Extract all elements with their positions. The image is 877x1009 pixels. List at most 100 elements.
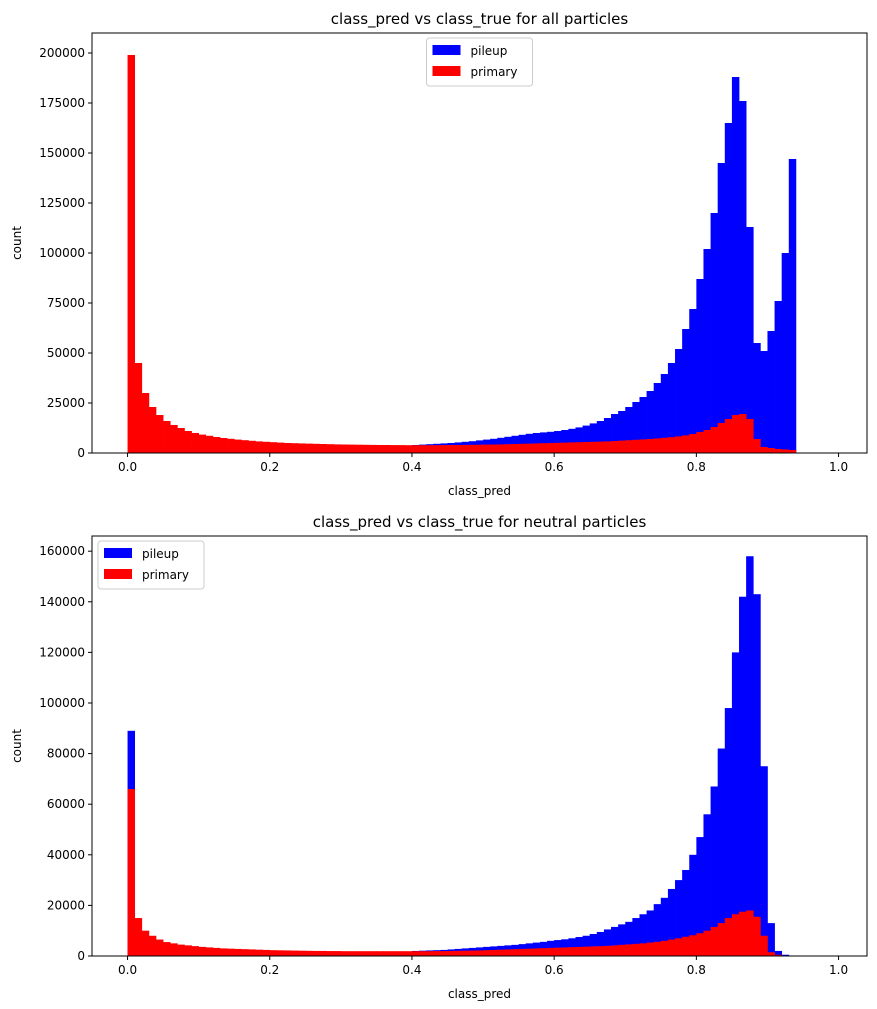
primary-bar (703, 430, 711, 453)
legend-label-pileup: pileup (142, 547, 179, 561)
pileup-bar (667, 363, 676, 453)
primary-bar (710, 427, 719, 453)
series-primary (127, 55, 797, 453)
primary-bar (397, 951, 406, 956)
primary-bar (319, 950, 327, 956)
primary-bar (411, 445, 420, 453)
primary-bar (596, 946, 605, 956)
primary-bar (191, 946, 199, 956)
pileup-bar (554, 431, 562, 453)
primary-bar (426, 951, 434, 956)
primary-bar (603, 441, 612, 453)
primary-bar (219, 948, 228, 956)
y-tick-label: 0 (77, 949, 85, 963)
primary-bar (276, 950, 285, 956)
pileup-bar (639, 397, 647, 453)
legend-swatch-primary (104, 569, 132, 579)
pileup-bar (753, 594, 761, 956)
primary-bar (255, 441, 263, 453)
primary-bar (454, 950, 463, 956)
legend-label-pileup: pileup (471, 44, 508, 58)
primary-bar (774, 449, 783, 453)
primary-bar (703, 930, 711, 956)
primary-bar (191, 433, 199, 453)
pileup-bar (575, 937, 583, 956)
primary-bar (632, 439, 640, 453)
legend-label-primary: primary (471, 65, 518, 79)
primary-bar (262, 441, 271, 453)
y-tick-label: 40000 (47, 848, 85, 862)
primary-bar (675, 938, 683, 956)
primary-bar (305, 950, 313, 956)
primary-bar (262, 949, 271, 956)
pileup-bar (547, 431, 555, 453)
pileup-bar (774, 950, 783, 956)
primary-bar (504, 444, 512, 453)
pileup-bar (589, 933, 598, 956)
pileup-bar (603, 418, 612, 453)
pileup-bar (760, 351, 768, 453)
pileup-bar (675, 349, 683, 453)
primary-bar (660, 437, 669, 453)
primary-bar (205, 435, 214, 453)
y-tick-label: 150000 (39, 146, 85, 160)
primary-bar (532, 948, 541, 956)
primary-bar (440, 951, 448, 956)
primary-bar (326, 444, 335, 453)
chart-neutral-particles: 0.0 0.2 0.4 0.6 0.8 1.0 0 20000 40000 60000 80000 1… (10, 513, 868, 1001)
primary-bar (433, 951, 441, 956)
x-tick-label: 0.8 (687, 963, 706, 977)
primary-bar (219, 438, 228, 453)
primary-bar (298, 443, 306, 453)
primary-bar (539, 948, 548, 956)
pileup-bar (717, 748, 726, 956)
primary-bar (411, 951, 420, 956)
primary-bar (376, 951, 384, 956)
y-tick-label: 160000 (39, 544, 85, 558)
primary-bar (653, 941, 662, 956)
y-tick-label: 175000 (39, 96, 85, 110)
primary-bar (554, 442, 562, 453)
primary-bar (276, 442, 285, 453)
pileup-bar (710, 786, 719, 956)
primary-bar (682, 435, 690, 453)
pileup-bar (724, 708, 733, 956)
pileup-bar (632, 918, 640, 956)
pileup-bar (603, 929, 612, 956)
primary-bar (312, 950, 320, 956)
primary-bar (241, 440, 249, 453)
primary-bar (497, 949, 505, 956)
pileup-bar (561, 430, 569, 453)
primary-bar (170, 943, 178, 956)
primary-bar (603, 945, 612, 956)
primary-bar (547, 443, 555, 453)
pileup-bar (618, 411, 626, 453)
pileup-bar (710, 213, 719, 453)
primary-bar (269, 950, 278, 956)
primary-bar (731, 415, 740, 453)
primary-bar (134, 363, 143, 453)
primary-bar (475, 950, 484, 956)
primary-bar (134, 918, 143, 956)
pileup-bar (596, 421, 605, 453)
pileup-bar (731, 652, 740, 956)
primary-bar (518, 443, 527, 453)
y-tick-label: 120000 (39, 645, 85, 659)
pileup-bar (653, 904, 662, 956)
pileup-bar (717, 163, 726, 453)
primary-bar (475, 444, 484, 453)
y-tick-label: 60000 (47, 797, 85, 811)
pileup-bar (696, 837, 704, 956)
primary-bar (141, 930, 150, 956)
primary-bar (497, 444, 505, 453)
primary-bar (682, 936, 690, 956)
y-axis-label: count (10, 729, 24, 763)
primary-bar (689, 935, 697, 956)
y-tick-label: 0 (77, 446, 85, 460)
y-tick-label: 140000 (39, 595, 85, 609)
primary-bar (390, 445, 399, 453)
primary-bar (454, 445, 463, 453)
primary-bar (305, 443, 313, 453)
primary-bar (781, 449, 790, 453)
primary-bar (724, 419, 733, 453)
